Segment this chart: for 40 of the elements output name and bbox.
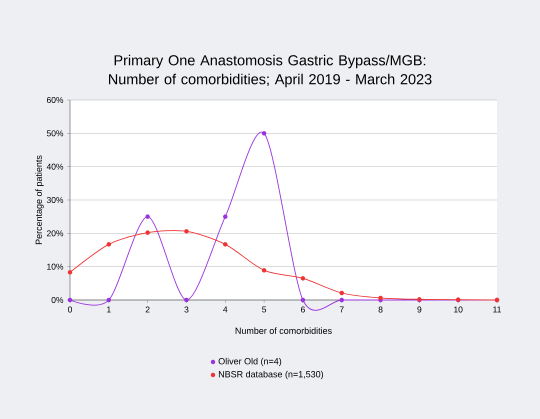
y-tick-label: 10%	[47, 264, 64, 270]
point	[223, 242, 228, 247]
point	[145, 214, 150, 219]
point	[300, 298, 306, 302]
point	[106, 242, 112, 247]
x-tick-label: 10	[454, 306, 463, 313]
x-axis-title: Number of comorbidities	[236, 327, 332, 334]
y-tick-label: 20%	[46, 230, 64, 236]
point	[184, 229, 189, 234]
point	[223, 214, 228, 219]
point	[262, 131, 266, 136]
point	[339, 298, 344, 302]
x-tick-label: 2	[146, 306, 150, 312]
x-tick-label: 4	[223, 306, 228, 312]
x-tick-label: 0	[68, 306, 72, 313]
x-tick-label: 7	[340, 306, 344, 312]
y-tick-label: 0%	[52, 297, 64, 303]
x-tick-label: 9	[417, 306, 422, 313]
point	[106, 298, 112, 302]
x-tick-label: 5	[262, 306, 266, 312]
legend-label: NBSR database (n=1,530)	[218, 370, 324, 380]
point	[68, 298, 72, 302]
y-axis-title: Percentage of patients	[35, 155, 44, 244]
point	[262, 268, 266, 273]
y-tick-label: 60%	[46, 97, 64, 103]
legend-label: Oliver Old (n=4)	[218, 358, 282, 366]
x-tick-label: 1	[107, 306, 111, 312]
chart-title: Primary One Anastomosis Gastric Bypass/MGB: Number of comorbidities; April 2019 - March 2023	[109, 54, 432, 88]
point	[145, 230, 150, 235]
point	[300, 276, 306, 281]
point	[339, 290, 344, 296]
x-tick-label: 3	[184, 306, 188, 313]
y-tick-label: 30%	[46, 197, 64, 203]
point	[68, 270, 72, 275]
point	[184, 298, 189, 302]
x-tick-label: 8	[378, 306, 383, 313]
y-tick-label: 40%	[46, 164, 64, 170]
y-tick-label: 50%	[46, 130, 64, 136]
x-tick-label: 11	[493, 306, 501, 312]
x-tick-label: 6	[300, 306, 305, 313]
